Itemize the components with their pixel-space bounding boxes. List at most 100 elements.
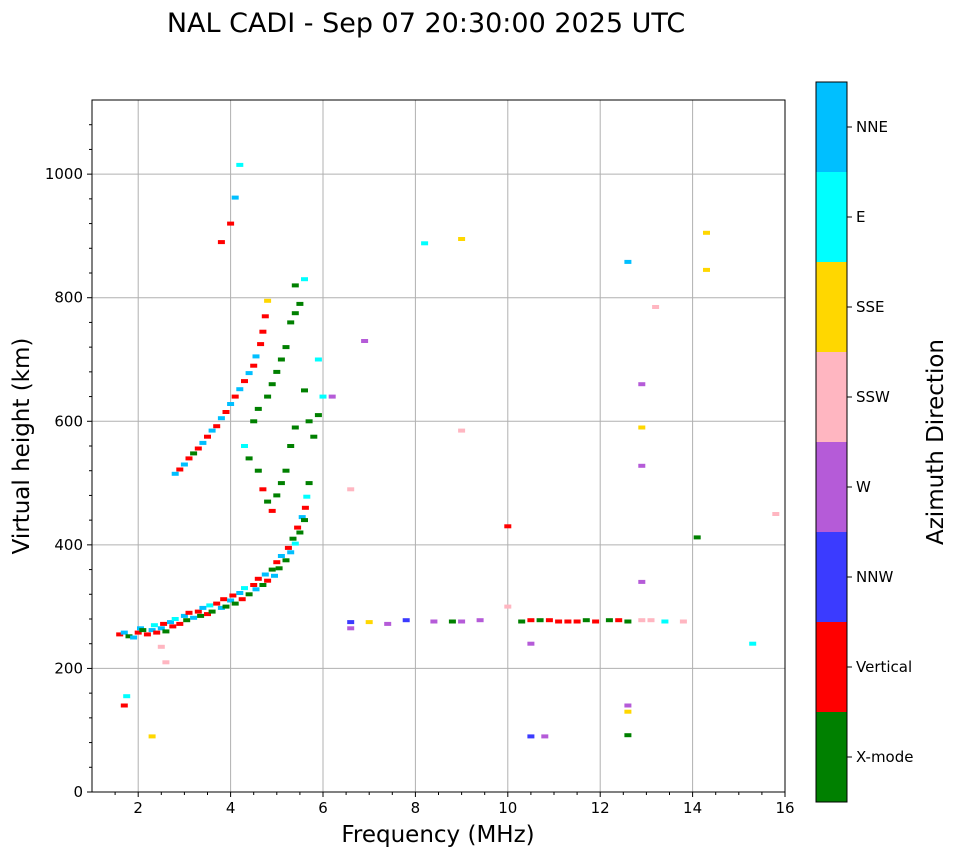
data-point (310, 434, 318, 439)
data-point (241, 379, 248, 384)
data-point (504, 524, 512, 529)
data-point (305, 419, 313, 424)
y-tick-label: 400 (54, 536, 83, 554)
data-point (148, 734, 156, 739)
x-axis-label: Frequency (MHz) (341, 822, 534, 848)
data-point (254, 468, 262, 473)
data-point (291, 311, 299, 316)
data-point (282, 345, 290, 350)
data-point (624, 619, 632, 624)
data-point (208, 428, 216, 433)
data-point (199, 440, 207, 445)
data-point (241, 444, 248, 448)
data-point (252, 587, 260, 592)
data-point (261, 314, 269, 319)
data-point (254, 406, 262, 411)
data-point (261, 572, 269, 577)
data-point (703, 230, 710, 235)
x-tick-label: 8 (411, 799, 421, 817)
data-point (273, 493, 281, 498)
x-tick-label: 16 (775, 799, 794, 817)
data-point (227, 402, 235, 406)
data-point (504, 604, 512, 609)
data-point (305, 481, 313, 486)
data-point (123, 694, 131, 699)
data-point (139, 628, 147, 633)
data-point (289, 536, 297, 541)
x-tick-label: 10 (498, 799, 517, 817)
data-point (217, 605, 225, 610)
data-point (268, 508, 276, 513)
colorbar-tick-label: NNE (856, 118, 888, 136)
data-point (536, 618, 544, 623)
y-tick-label: 1000 (45, 165, 83, 183)
data-point (319, 394, 327, 399)
data-point (153, 630, 161, 635)
colorbar: X-mode Vertical NNW W SSW SSE E NNE (815, 81, 913, 803)
data-point (194, 609, 202, 614)
data-point (582, 618, 590, 623)
y-axis-ticks: 0 200 400 600 800 1000 (45, 124, 92, 801)
data-point (222, 410, 230, 414)
data-point (301, 277, 308, 282)
data-point (185, 456, 193, 461)
colorbar-tick-label: SSE (856, 298, 885, 316)
chart-title: NAL CADI - Sep 07 20:30:00 2025 UTC (167, 8, 685, 39)
data-point (703, 267, 710, 272)
data-point (693, 535, 701, 540)
data-point (361, 339, 369, 343)
data-point (160, 621, 168, 626)
y-axis-label: Virtual height (km) (9, 338, 35, 555)
data-point (183, 618, 191, 623)
data-point (125, 634, 133, 639)
colorbar-label: Azimuth Direction (923, 339, 949, 545)
data-point (652, 305, 660, 309)
data-point (301, 518, 308, 523)
data-point (564, 619, 572, 624)
data-point (476, 618, 484, 623)
data-point (749, 641, 757, 646)
colorbar-segment (816, 712, 847, 802)
data-point (458, 237, 466, 241)
plot-background (92, 100, 785, 792)
data-point (259, 487, 267, 492)
colorbar-tick-label: E (856, 208, 865, 226)
data-point (254, 576, 262, 581)
data-point (236, 162, 244, 167)
data-point (264, 298, 272, 303)
data-point (245, 456, 253, 461)
data-point (458, 619, 466, 624)
colorbar-segment (816, 172, 847, 262)
data-point (638, 463, 646, 468)
data-point (638, 579, 646, 584)
data-point (592, 619, 600, 624)
data-point (120, 703, 128, 708)
data-point (303, 494, 311, 499)
data-point (287, 320, 295, 325)
y-tick-label: 800 (54, 289, 83, 307)
data-point (294, 525, 302, 530)
data-points (116, 162, 780, 739)
data-point (180, 462, 188, 467)
data-point (647, 618, 655, 623)
data-point (527, 618, 535, 623)
data-point (217, 416, 225, 421)
data-point (458, 428, 466, 433)
data-point (171, 471, 179, 476)
grid-lines (92, 100, 786, 793)
y-tick-label: 200 (54, 659, 83, 677)
data-point (298, 515, 306, 520)
data-point (204, 434, 211, 439)
data-point (162, 660, 170, 665)
data-point (638, 382, 646, 387)
data-point (217, 240, 225, 245)
data-point (176, 467, 184, 472)
data-point (250, 419, 258, 424)
data-point (268, 567, 276, 572)
data-point (347, 620, 355, 625)
data-point (229, 593, 237, 598)
data-point (277, 554, 285, 558)
data-point (573, 619, 581, 624)
data-point (250, 583, 258, 587)
